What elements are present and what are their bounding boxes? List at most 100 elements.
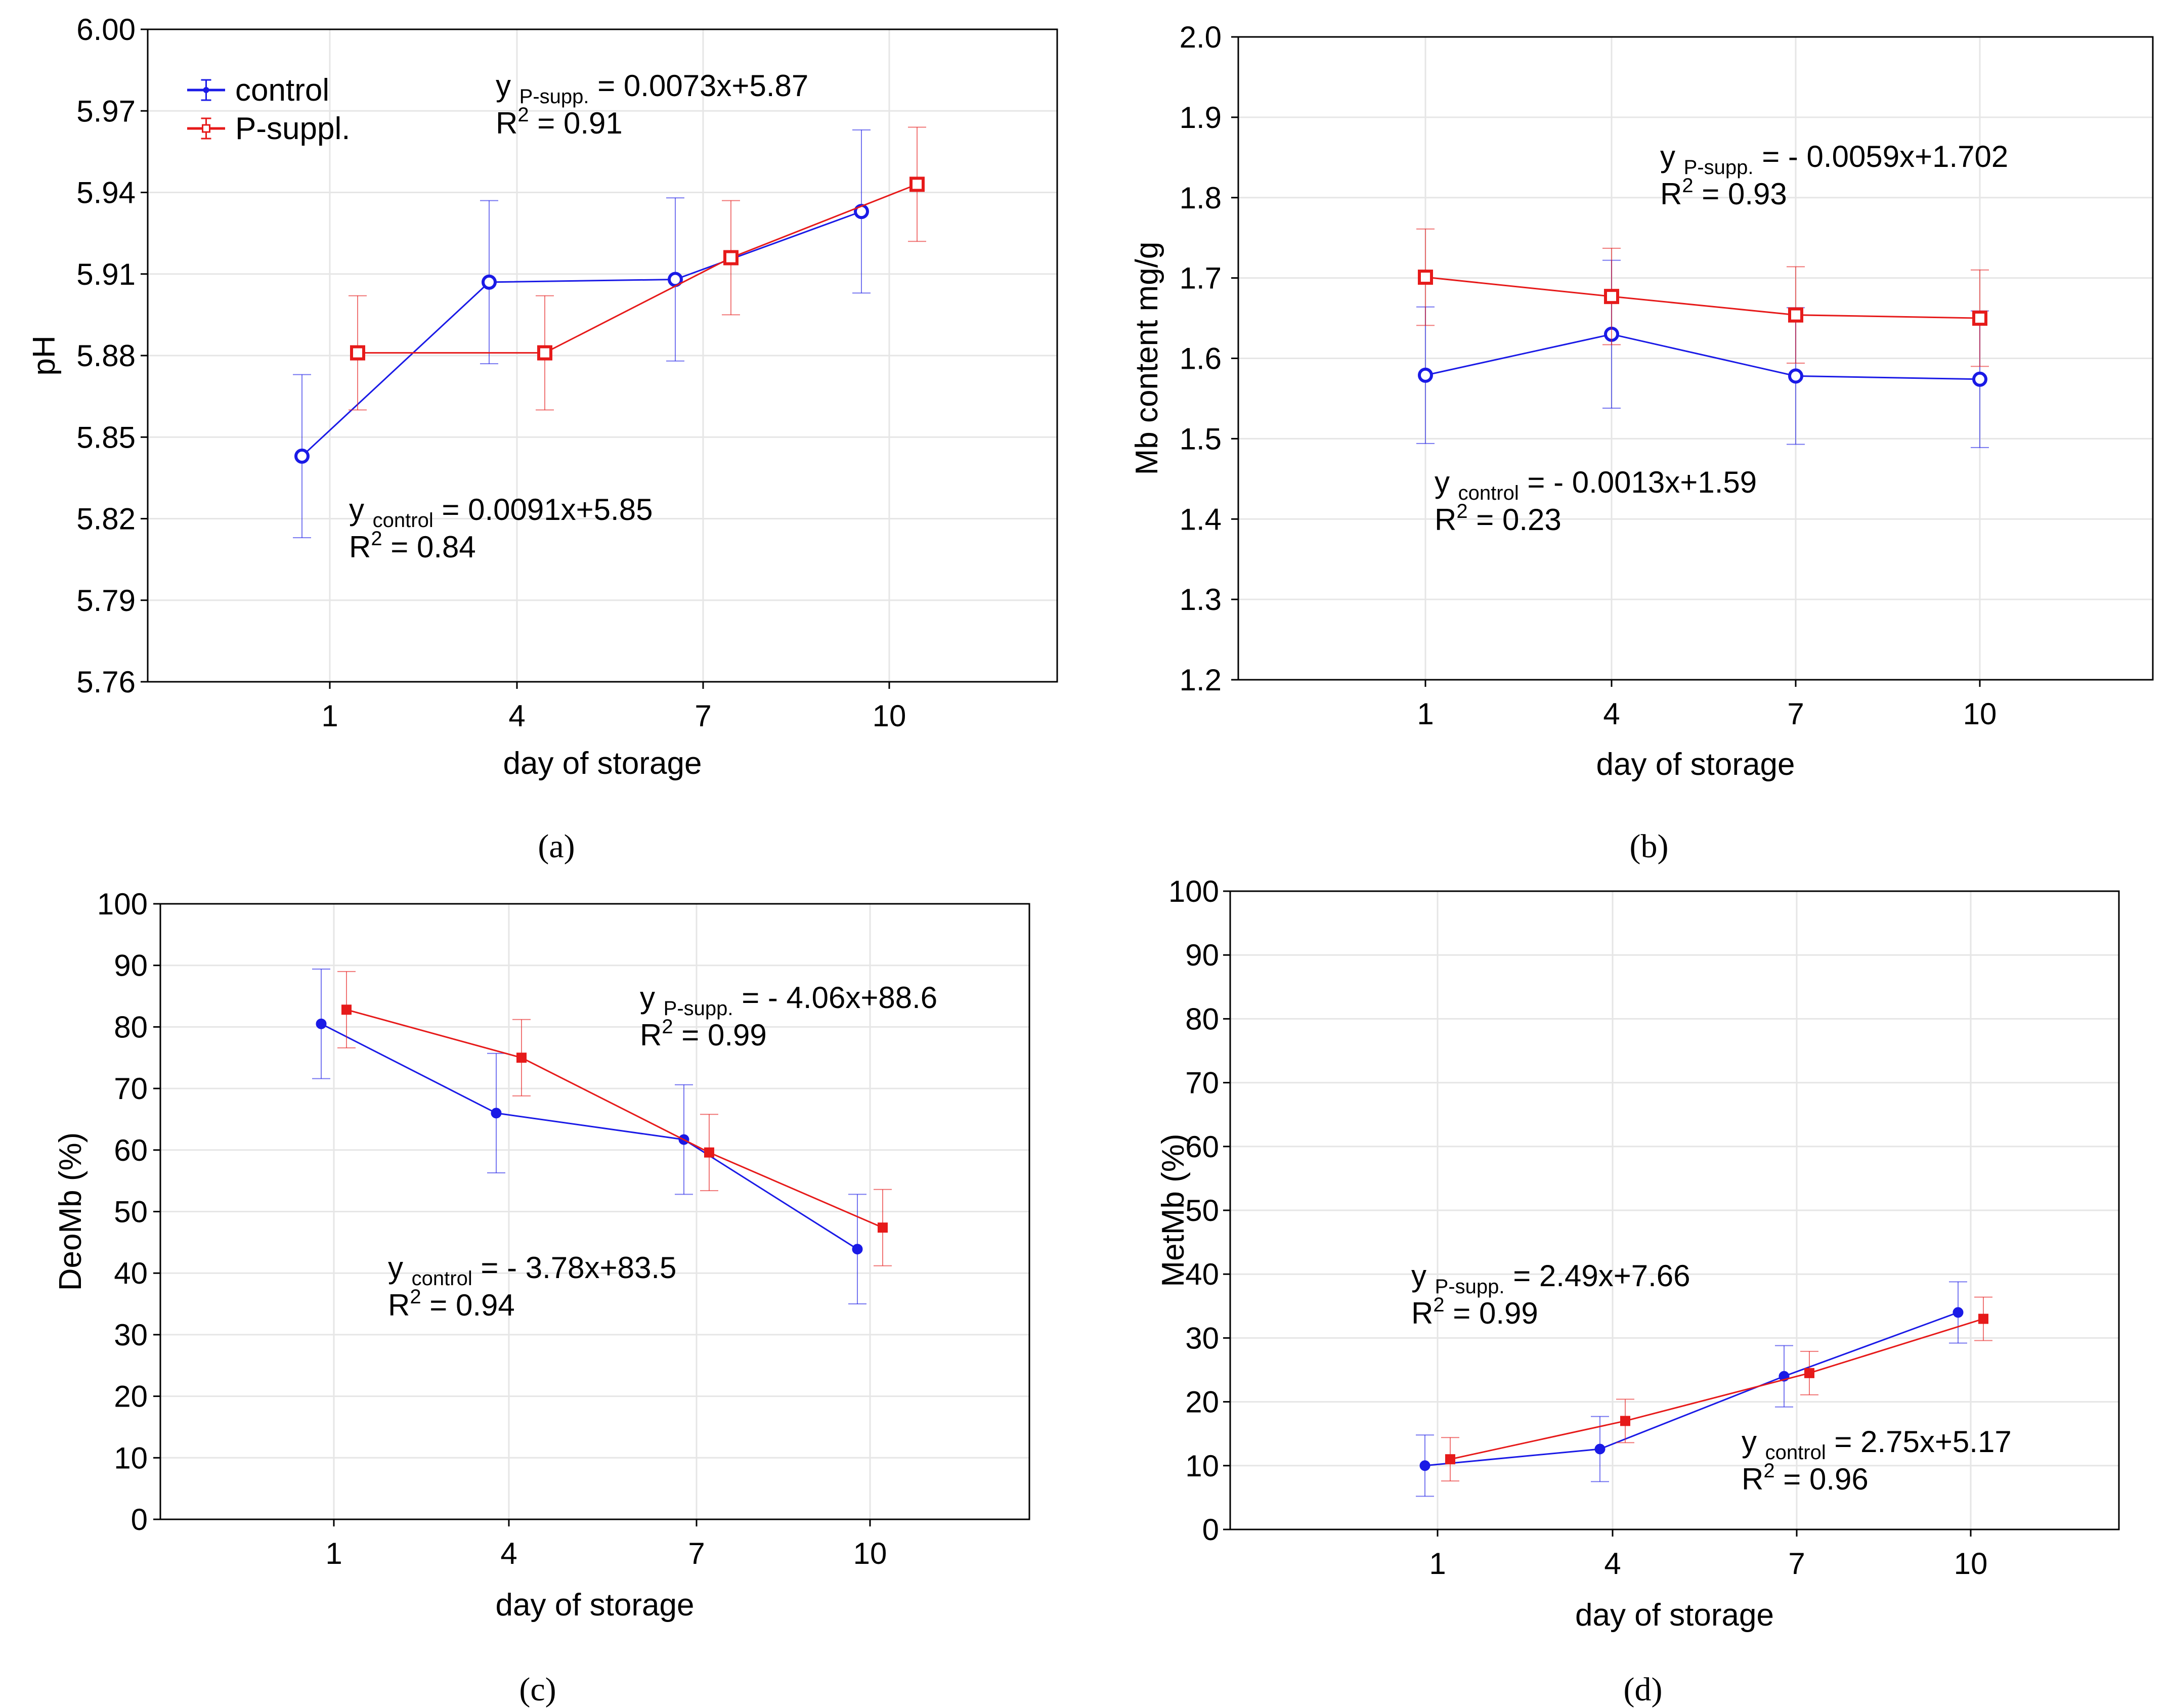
r-squared-value: = 0.91 [529, 106, 623, 140]
y-tick-label: 2.0 [1180, 20, 1222, 54]
x-tick-label: 1 [1429, 1547, 1446, 1581]
y-tick-label: 1.2 [1180, 663, 1222, 697]
data-point [852, 1244, 863, 1255]
x-tick-label: 7 [1788, 1547, 1805, 1581]
series-control [293, 129, 871, 539]
regression-equation: y P-supp. = - 4.06x+88.6R2 = 0.99 [640, 981, 937, 1052]
y-tick-label: 10 [1185, 1449, 1219, 1483]
r-squared-line: R2 = 0.91 [496, 104, 623, 140]
series-line [321, 1023, 858, 1250]
y-tick-label: 40 [114, 1256, 148, 1290]
r-squared-line: R2 = 0.96 [1742, 1460, 1869, 1496]
equation-subscript: control [373, 509, 433, 532]
equation-line: y P-supp. = 2.49x+7.66 [1411, 1259, 1690, 1298]
data-point [1419, 1460, 1430, 1471]
series-control [1416, 259, 1989, 448]
r-squared-value: = 0.23 [1468, 503, 1561, 537]
r-squared-exponent: 2 [1433, 1294, 1444, 1316]
y-tick-label: 90 [114, 949, 148, 983]
y-tick-label: 5.85 [76, 420, 136, 454]
r-squared-value: = 0.99 [1445, 1296, 1538, 1330]
y-tick-label: 30 [114, 1318, 148, 1352]
panel-label: (a) [538, 828, 575, 865]
x-axis-label: day of storage [1596, 747, 1795, 782]
y-tick-label: 1.5 [1180, 422, 1222, 456]
data-point [516, 1053, 527, 1063]
y-tick-label: 10 [114, 1441, 148, 1475]
data-point [1953, 1307, 1964, 1318]
y-tick-label: 90 [1185, 938, 1219, 972]
y-tick-label: 60 [114, 1133, 148, 1167]
equation-subscript: control [412, 1267, 472, 1290]
y-tick-label: 30 [1185, 1321, 1219, 1355]
y-tick-label: 0 [1202, 1513, 1219, 1547]
equation-rhs: = 0.0091x+5.85 [433, 493, 653, 527]
legend-marker [202, 124, 210, 133]
panel-label: (c) [519, 1671, 556, 1708]
data-point [350, 345, 365, 361]
series-line [1450, 1318, 1984, 1460]
series-line [346, 1009, 883, 1229]
r-squared-value: = 0.93 [1694, 177, 1787, 211]
data-point [1978, 1313, 1988, 1324]
y-tick-label: 0 [131, 1503, 148, 1537]
x-tick-label: 1 [321, 699, 338, 733]
r-squared-line: R2 = 0.84 [349, 528, 476, 564]
y-axis-label: DeoMb (%) [53, 1132, 88, 1291]
r-squared-label: R [349, 530, 371, 564]
y-tick-label: 50 [1185, 1194, 1219, 1228]
x-tick-label: 7 [695, 699, 711, 733]
series-line [1425, 276, 1980, 319]
y-tick-label: 1.7 [1180, 261, 1222, 295]
y-tick-label: 1.9 [1180, 101, 1222, 135]
x-tick-label: 10 [853, 1537, 887, 1570]
x-tick-label: 4 [500, 1537, 517, 1570]
data-point [704, 1147, 714, 1158]
data-point [1418, 367, 1433, 383]
data-point [854, 204, 869, 220]
r-squared-exponent: 2 [1456, 500, 1467, 522]
x-tick-label: 7 [688, 1537, 705, 1570]
data-point [1788, 368, 1803, 384]
y-tick-label: 5.79 [76, 584, 136, 618]
equation-y: y [1660, 140, 1684, 173]
x-tick-label: 1 [1417, 697, 1434, 731]
equation-line: y control = - 0.0013x+1.59 [1435, 465, 1757, 504]
data-point [1788, 307, 1803, 323]
equation-subscript: P-supp. [1684, 156, 1754, 179]
equation-line: y control = 2.75x+5.17 [1742, 1425, 2012, 1464]
x-tick-label: 1 [325, 1537, 342, 1570]
y-tick-label: 40 [1185, 1257, 1219, 1291]
r-squared-value: = 0.96 [1775, 1462, 1869, 1496]
r-squared-label: R [388, 1288, 410, 1322]
equation-rhs: = - 3.78x+83.5 [472, 1251, 677, 1285]
y-tick-label: 20 [114, 1380, 148, 1414]
x-tick-label: 10 [873, 699, 906, 733]
data-point [723, 250, 739, 266]
equation-rhs: = 0.0073x+5.87 [589, 69, 809, 103]
y-axis-label: MetMb (%) [1156, 1133, 1191, 1287]
r-squared-label: R [496, 106, 517, 140]
equation-subscript: P-supp. [519, 85, 589, 108]
data-point [482, 274, 497, 290]
r-squared-exponent: 2 [1682, 174, 1693, 197]
y-tick-label: 100 [97, 887, 148, 921]
legend-marker [203, 87, 209, 93]
data-point [909, 177, 925, 192]
data-point [537, 345, 552, 361]
r-squared-label: R [1411, 1296, 1433, 1330]
y-tick-label: 5.76 [76, 665, 136, 699]
data-point [294, 448, 310, 464]
equation-y: y [640, 981, 664, 1015]
x-tick-label: 10 [1954, 1547, 1988, 1581]
equation-rhs: = - 0.0059x+1.702 [1754, 140, 2009, 173]
y-tick-label: 1.6 [1180, 342, 1222, 376]
y-tick-label: 1.8 [1180, 181, 1222, 215]
y-tick-label: 80 [1185, 1002, 1219, 1036]
equation-rhs: = - 4.06x+88.6 [733, 981, 938, 1015]
data-point [316, 1018, 327, 1029]
y-tick-label: 5.82 [76, 502, 136, 536]
